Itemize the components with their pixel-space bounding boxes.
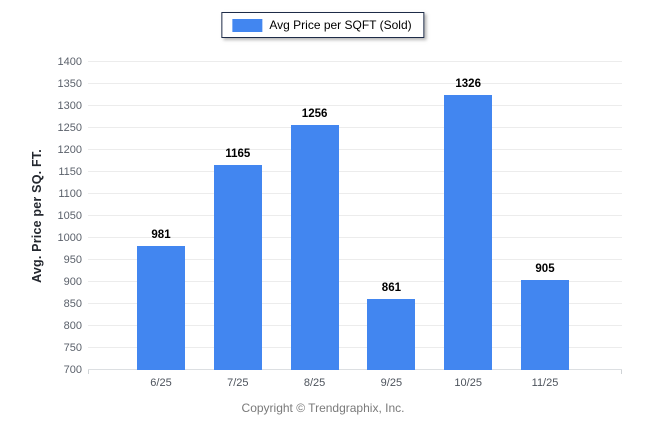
bar-value-label: 1165 bbox=[225, 148, 251, 161]
bar bbox=[444, 94, 493, 370]
gridline bbox=[88, 83, 622, 84]
y-tick-label: 1050 bbox=[57, 210, 82, 222]
bar bbox=[367, 299, 416, 370]
gridline bbox=[88, 215, 622, 216]
bar-value-label: 1256 bbox=[301, 108, 328, 121]
y-tick-label: 800 bbox=[63, 320, 82, 332]
y-tick-label: 950 bbox=[63, 254, 82, 266]
bar bbox=[137, 246, 185, 370]
plot-area: 981 1165 1256 861 1326 905 bbox=[88, 61, 622, 374]
x-tick-label: 10/25 bbox=[454, 377, 482, 389]
gridline bbox=[88, 127, 622, 128]
bar bbox=[213, 165, 262, 370]
gridline bbox=[88, 105, 622, 106]
y-tick-label: 750 bbox=[63, 342, 82, 354]
gridline bbox=[88, 281, 622, 282]
x-tick-label: 9/25 bbox=[380, 377, 403, 389]
y-tick-label: 1350 bbox=[57, 78, 82, 90]
x-tick-label: 6/25 bbox=[150, 377, 172, 389]
y-tick-label: 1400 bbox=[57, 56, 82, 68]
legend-swatch bbox=[232, 18, 263, 32]
y-tick-label: 1000 bbox=[57, 232, 82, 244]
y-tick-label: 1100 bbox=[58, 188, 82, 200]
y-tick-label: 900 bbox=[63, 276, 82, 288]
bar bbox=[290, 125, 339, 370]
x-tick-label: 11/25 bbox=[531, 377, 559, 389]
gridline bbox=[88, 347, 622, 348]
y-tick-label: 850 bbox=[63, 298, 82, 310]
legend-label: Avg Price per SQFT (Sold) bbox=[269, 18, 412, 32]
gridline bbox=[88, 193, 622, 194]
bar-value-label: 981 bbox=[151, 229, 171, 242]
y-tick-label: 1250 bbox=[57, 122, 82, 134]
legend: Avg Price per SQFT (Sold) bbox=[221, 12, 425, 38]
y-axis-tick-labels: 700 750 800 850 900 950 1000 1050 1100 1150 1200 12… bbox=[40, 56, 82, 376]
y-tick-label: 1300 bbox=[57, 100, 82, 112]
gridline bbox=[88, 171, 622, 172]
x-axis-tick-labels: 6/25 7/25 8/25 9/25 10/25 11/25 bbox=[88, 377, 622, 393]
gridline bbox=[88, 259, 622, 260]
bar-value-label: 861 bbox=[381, 282, 401, 295]
gridline bbox=[88, 149, 622, 150]
axis-end-tick bbox=[88, 370, 89, 374]
gridline bbox=[88, 61, 622, 62]
x-tick-label: 7/25 bbox=[227, 377, 249, 389]
gridline bbox=[88, 369, 622, 370]
bar-value-label: 1326 bbox=[455, 77, 481, 90]
gridline bbox=[88, 237, 622, 238]
gridline bbox=[88, 325, 622, 326]
y-tick-label: 1150 bbox=[58, 166, 82, 178]
x-tick-label: 8/25 bbox=[303, 377, 326, 389]
bar bbox=[521, 279, 569, 370]
y-tick-label: 700 bbox=[63, 364, 82, 376]
bar-value-label: 905 bbox=[535, 262, 555, 275]
gridline bbox=[88, 303, 622, 304]
copyright-text: Copyright © Trendgraphix, Inc. bbox=[241, 401, 405, 415]
axis-end-tick bbox=[621, 370, 622, 374]
y-tick-label: 1200 bbox=[57, 144, 82, 156]
